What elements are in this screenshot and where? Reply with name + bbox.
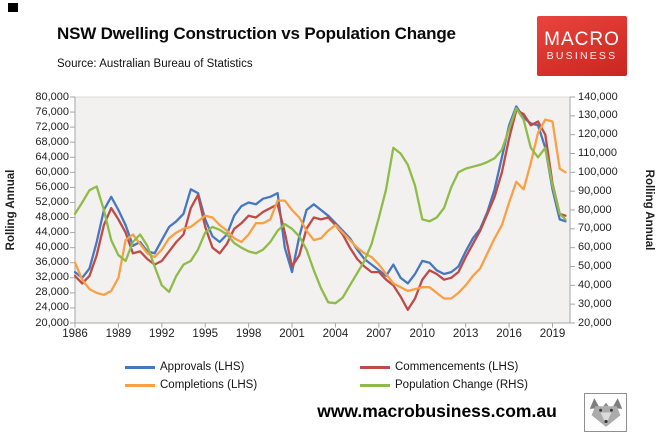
left-axis-tick-label: 56,000 bbox=[35, 180, 69, 193]
right-axis-tick-label: 130,000 bbox=[578, 109, 618, 122]
left-axis-tick-label: 52,000 bbox=[35, 195, 69, 208]
legend-swatch-completions bbox=[125, 383, 155, 387]
website-url: www.macrobusiness.com.au bbox=[317, 401, 557, 421]
macrobusiness-logo: MACRO BUSINESS bbox=[537, 16, 627, 76]
left-axis-tick-label: 64,000 bbox=[35, 150, 69, 163]
right-axis-tick-label: 140,000 bbox=[578, 90, 618, 103]
series-line-population-change bbox=[73, 107, 567, 305]
left-axis-title: Rolling Annual bbox=[5, 169, 17, 251]
corner-mark bbox=[8, 3, 18, 12]
left-axis-tick-label: 20,000 bbox=[35, 316, 69, 329]
right-axis-tick-label: 90,000 bbox=[578, 184, 612, 197]
right-axis-tick-label: 100,000 bbox=[578, 165, 618, 178]
series-line-commencements bbox=[73, 109, 567, 311]
x-axis-tick-label: 2010 bbox=[409, 328, 436, 340]
series-line-completions bbox=[73, 118, 567, 300]
right-axis-tick-label: 120,000 bbox=[578, 128, 618, 141]
chart-title: NSW Dwelling Construction vs Population … bbox=[57, 24, 456, 43]
wolf-stamp bbox=[584, 393, 627, 432]
right-axis-tick-label: 30,000 bbox=[578, 297, 612, 310]
x-axis-tick-label: 2004 bbox=[322, 328, 349, 340]
left-axis-tick-label: 60,000 bbox=[35, 165, 69, 178]
legend-label: Commencements (LHS) bbox=[395, 361, 519, 373]
legend-label: Approvals (LHS) bbox=[160, 361, 245, 373]
left-axis-tick-label: 80,000 bbox=[35, 90, 69, 103]
wolf-logo-icon bbox=[589, 398, 622, 427]
x-axis-tick-label: 2001 bbox=[279, 328, 305, 340]
left-axis-tick-label: 48,000 bbox=[35, 211, 69, 224]
left-axis-tick-label: 44,000 bbox=[35, 226, 69, 239]
right-axis-tick-label: 110,000 bbox=[578, 147, 617, 159]
x-axis-tick-label: 2019 bbox=[539, 328, 566, 340]
left-axis-tick-label: 68,000 bbox=[35, 135, 69, 148]
legend-label: Completions (LHS) bbox=[160, 379, 258, 391]
legend-swatch-commencements bbox=[360, 365, 390, 369]
left-axis-tick-label: 24,000 bbox=[35, 301, 69, 314]
right-axis-tick-label: 40,000 bbox=[578, 278, 612, 291]
right-axis-tick-label: 70,000 bbox=[578, 222, 612, 235]
left-axis-tick-label: 28,000 bbox=[35, 286, 69, 299]
chart-source: Source: Australian Bureau of Statistics bbox=[57, 58, 253, 70]
x-axis-tick-label: 1986 bbox=[62, 328, 88, 340]
x-axis-tick-label: 2013 bbox=[452, 328, 479, 340]
right-axis-tick-label: 20,000 bbox=[578, 316, 612, 329]
legend-item-approvals: Approvals (LHS) bbox=[125, 361, 244, 373]
right-axis-title: Rolling Annual bbox=[643, 169, 655, 251]
logo-text-macro: MACRO bbox=[544, 28, 620, 50]
legend-swatch-approvals bbox=[125, 365, 155, 369]
legend-label: Population Change (RHS) bbox=[395, 379, 528, 391]
right-axis-tick-label: 80,000 bbox=[578, 203, 612, 216]
left-axis-tick-label: 72,000 bbox=[35, 120, 69, 133]
x-axis-tick-label: 1998 bbox=[235, 328, 262, 340]
right-axis-tick-label: 50,000 bbox=[578, 260, 612, 272]
legend-item-completions: Completions (LHS) bbox=[125, 379, 257, 391]
left-axis-tick-label: 40,000 bbox=[35, 241, 69, 254]
logo-text-business: BUSINESS bbox=[546, 49, 618, 62]
x-axis-tick-label: 2016 bbox=[496, 328, 522, 340]
left-axis-tick-label: 36,000 bbox=[35, 256, 69, 269]
x-axis-tick-label: 1992 bbox=[149, 328, 175, 340]
x-axis-tick-label: 2007 bbox=[366, 328, 392, 340]
right-axis-tick-label: 60,000 bbox=[578, 241, 612, 254]
legend-swatch-population-change bbox=[360, 383, 390, 387]
x-axis-tick-label: 1995 bbox=[192, 328, 219, 340]
x-axis-tick-label: 1989 bbox=[105, 328, 132, 340]
left-axis-tick-label: 32,000 bbox=[35, 271, 69, 284]
legend-item-commencements: Commencements (LHS) bbox=[360, 361, 518, 373]
left-axis-tick-label: 76,000 bbox=[35, 105, 69, 118]
legend-item-population-change: Population Change (RHS) bbox=[360, 379, 528, 391]
